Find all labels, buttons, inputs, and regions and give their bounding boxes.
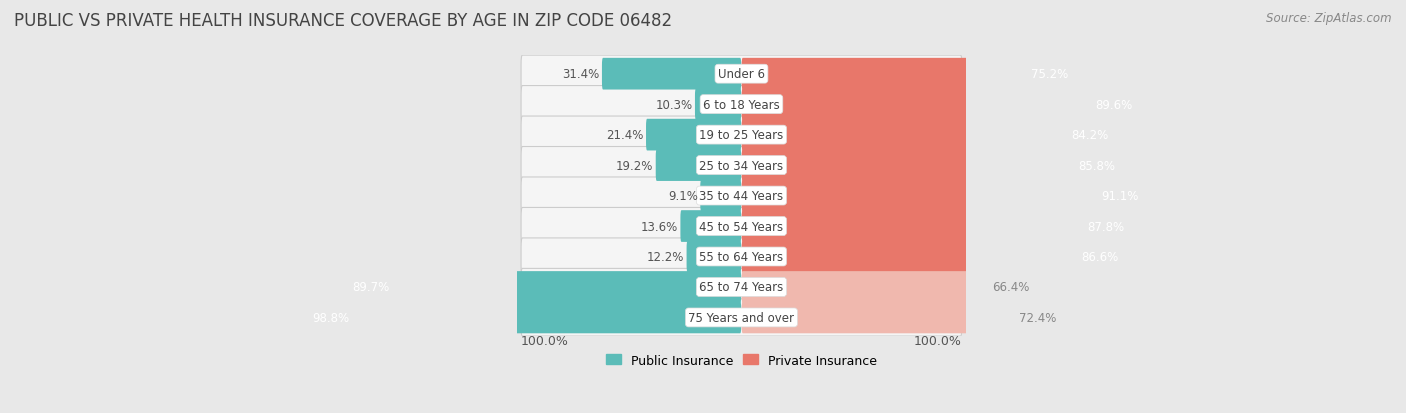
FancyBboxPatch shape [344, 271, 741, 303]
Text: 100.0%: 100.0% [914, 335, 962, 347]
Text: 66.4%: 66.4% [993, 281, 1029, 294]
Text: 31.4%: 31.4% [562, 68, 599, 81]
FancyBboxPatch shape [522, 117, 962, 154]
Text: 72.4%: 72.4% [1019, 311, 1056, 324]
Text: 87.8%: 87.8% [1087, 220, 1123, 233]
Text: 98.8%: 98.8% [312, 311, 350, 324]
Text: 100.0%: 100.0% [522, 335, 569, 347]
FancyBboxPatch shape [655, 150, 741, 181]
Text: PUBLIC VS PRIVATE HEALTH INSURANCE COVERAGE BY AGE IN ZIP CODE 06482: PUBLIC VS PRIVATE HEALTH INSURANCE COVER… [14, 12, 672, 30]
Text: 19 to 25 Years: 19 to 25 Years [699, 129, 783, 142]
Text: 6 to 18 Years: 6 to 18 Years [703, 98, 780, 112]
FancyBboxPatch shape [742, 150, 1121, 181]
FancyBboxPatch shape [742, 271, 1035, 303]
FancyBboxPatch shape [522, 86, 962, 123]
Text: 89.6%: 89.6% [1095, 98, 1132, 112]
Text: 75 Years and over: 75 Years and over [689, 311, 794, 324]
FancyBboxPatch shape [742, 119, 1114, 151]
Text: 89.7%: 89.7% [353, 281, 389, 294]
FancyBboxPatch shape [742, 211, 1129, 242]
Text: 9.1%: 9.1% [668, 190, 697, 202]
Text: 10.3%: 10.3% [655, 98, 693, 112]
FancyBboxPatch shape [681, 211, 741, 242]
FancyBboxPatch shape [742, 180, 1144, 212]
FancyBboxPatch shape [602, 59, 741, 90]
FancyBboxPatch shape [305, 302, 741, 333]
FancyBboxPatch shape [645, 119, 741, 151]
Text: 75.2%: 75.2% [1031, 68, 1069, 81]
Text: 12.2%: 12.2% [647, 250, 685, 263]
FancyBboxPatch shape [522, 178, 962, 215]
FancyBboxPatch shape [695, 89, 741, 121]
FancyBboxPatch shape [522, 269, 962, 306]
Text: Under 6: Under 6 [718, 68, 765, 81]
Legend: Public Insurance, Private Insurance: Public Insurance, Private Insurance [600, 349, 882, 372]
Text: 13.6%: 13.6% [641, 220, 678, 233]
FancyBboxPatch shape [522, 147, 962, 184]
Text: 86.6%: 86.6% [1081, 250, 1119, 263]
Text: 45 to 54 Years: 45 to 54 Years [699, 220, 783, 233]
FancyBboxPatch shape [686, 241, 741, 273]
Text: 65 to 74 Years: 65 to 74 Years [699, 281, 783, 294]
FancyBboxPatch shape [742, 89, 1137, 121]
Text: 84.2%: 84.2% [1071, 129, 1108, 142]
Text: 25 to 34 Years: 25 to 34 Years [699, 159, 783, 172]
Text: 21.4%: 21.4% [606, 129, 644, 142]
FancyBboxPatch shape [522, 56, 962, 93]
FancyBboxPatch shape [700, 180, 741, 212]
Text: Source: ZipAtlas.com: Source: ZipAtlas.com [1267, 12, 1392, 25]
FancyBboxPatch shape [522, 238, 962, 275]
Text: 19.2%: 19.2% [616, 159, 654, 172]
FancyBboxPatch shape [742, 59, 1074, 90]
FancyBboxPatch shape [522, 299, 962, 336]
FancyBboxPatch shape [742, 241, 1125, 273]
FancyBboxPatch shape [742, 302, 1062, 333]
Text: 55 to 64 Years: 55 to 64 Years [699, 250, 783, 263]
FancyBboxPatch shape [522, 208, 962, 245]
Text: 91.1%: 91.1% [1101, 190, 1139, 202]
Text: 35 to 44 Years: 35 to 44 Years [699, 190, 783, 202]
Text: 85.8%: 85.8% [1078, 159, 1115, 172]
